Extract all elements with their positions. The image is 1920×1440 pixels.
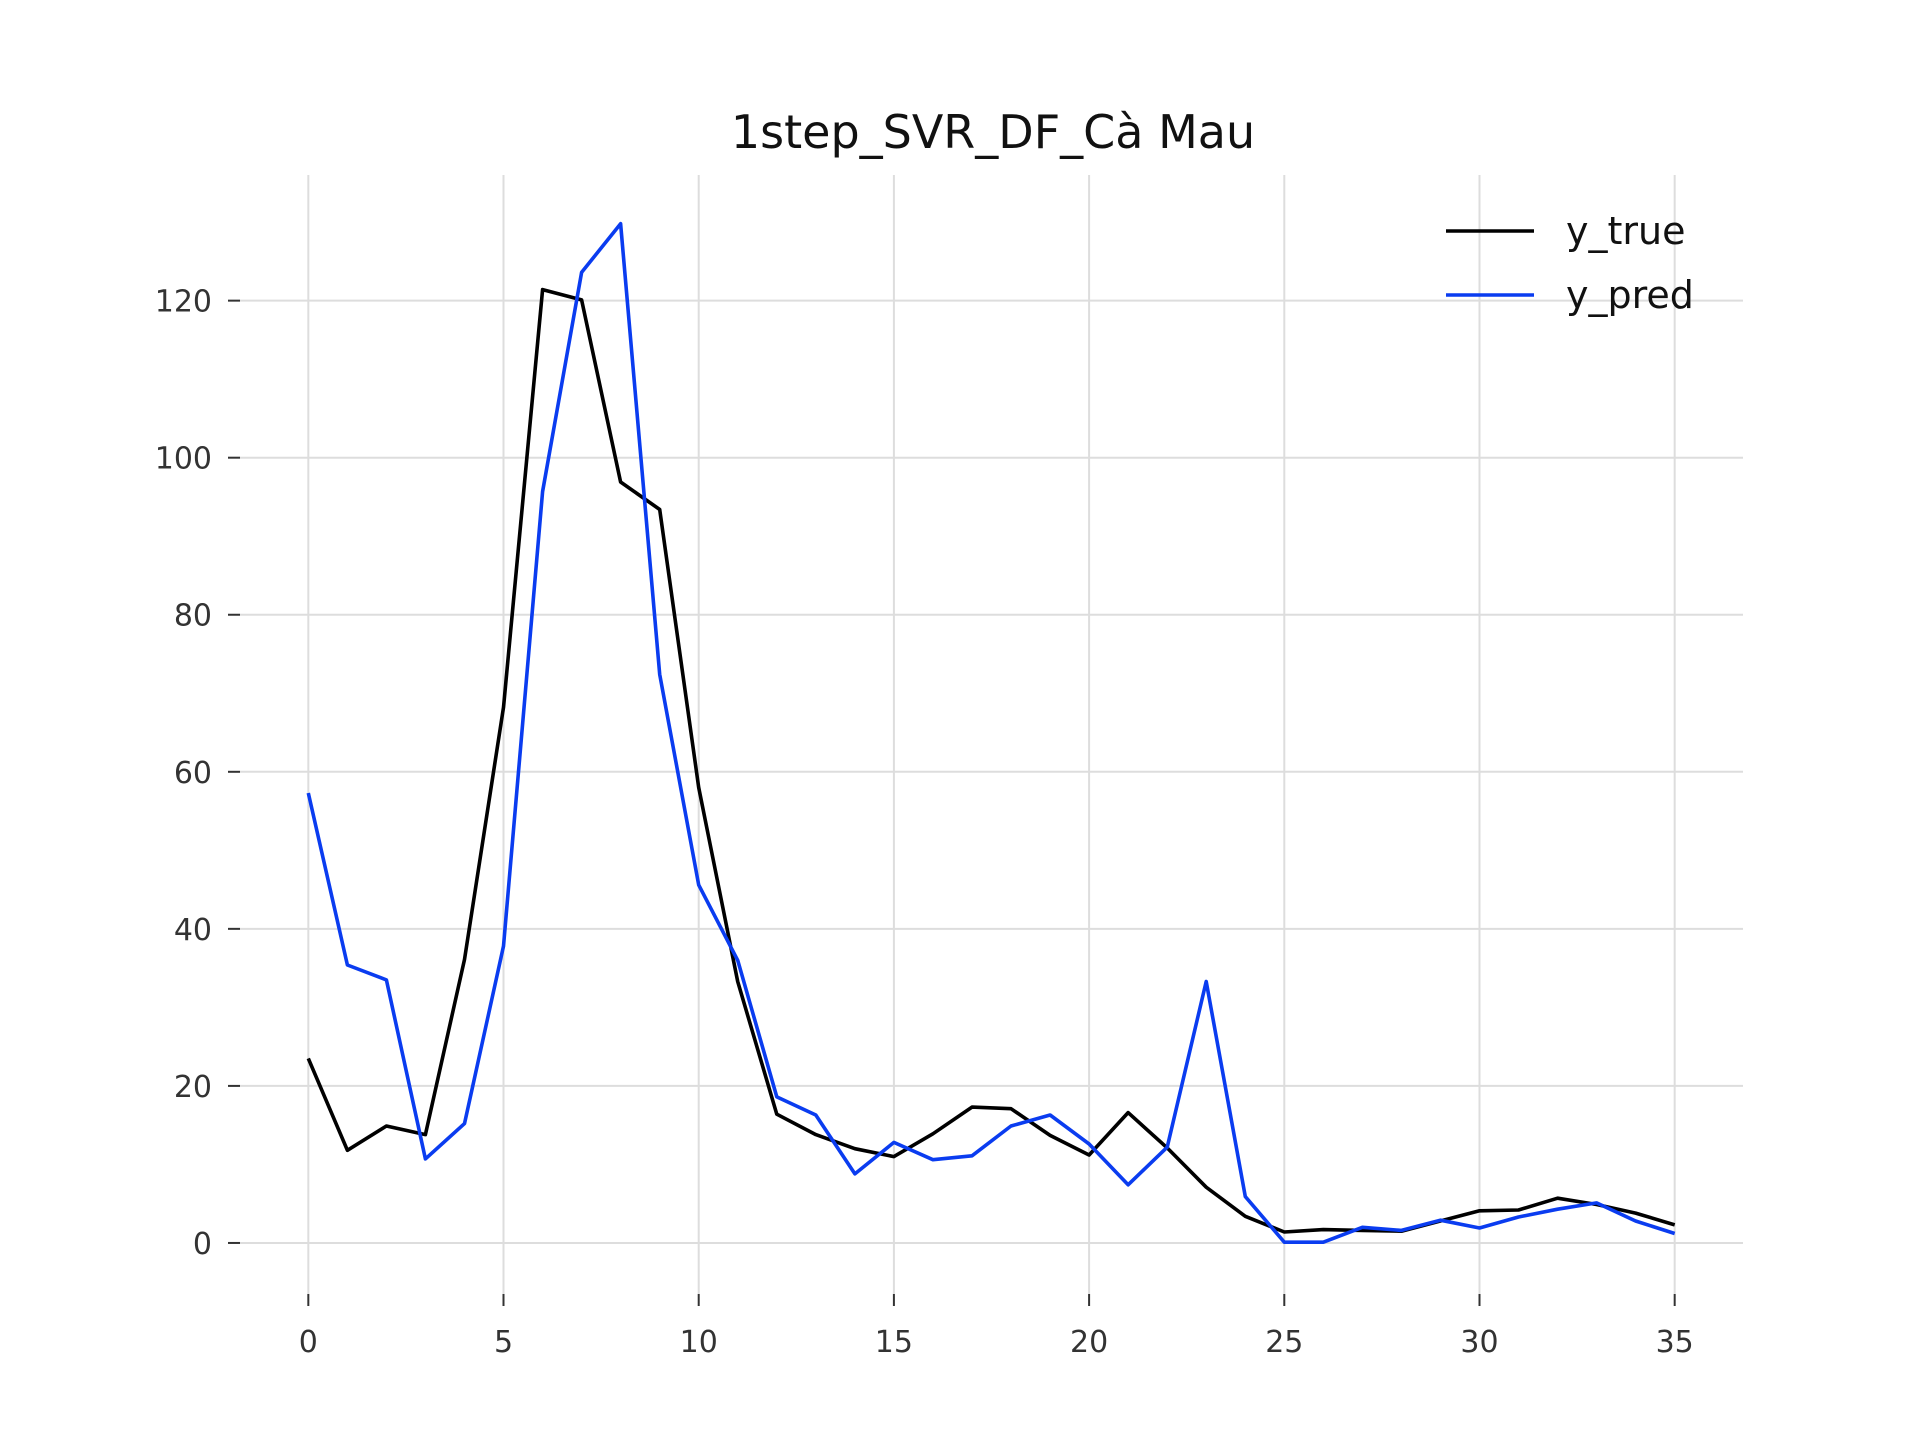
series-line-y-true	[306, 287, 1676, 1234]
chart-title: 1step_SVR_DF_Cà Mau	[731, 105, 1255, 159]
x-tick-label: 30	[1460, 1325, 1498, 1360]
y-tick-label: 120	[155, 285, 212, 320]
legend-label-y-true: y_true	[1566, 209, 1685, 253]
x-tick-label: 15	[875, 1325, 913, 1360]
x-tick-label: 20	[1070, 1325, 1108, 1360]
legend: y_true y_pred	[1446, 209, 1694, 317]
y-tick-label: 20	[174, 1070, 212, 1105]
y-tick-label: 100	[155, 442, 212, 477]
series-lines	[306, 221, 1676, 1244]
y-tick-label: 60	[174, 756, 212, 791]
x-tick-label: 25	[1265, 1325, 1303, 1360]
grid	[240, 175, 1743, 1294]
x-tick-label: 10	[680, 1325, 718, 1360]
x-tick-label: 35	[1656, 1325, 1694, 1360]
x-tick-label: 5	[494, 1325, 513, 1360]
y-tick-label: 80	[174, 599, 212, 634]
legend-label-y-pred: y_pred	[1566, 273, 1694, 317]
y-tick-label: 0	[193, 1227, 212, 1262]
x-tick-label: 0	[299, 1325, 318, 1360]
axis-ticks: 0 5 10 15 20 25 30 35 0 20 40 60 80 100 120	[155, 285, 1694, 1360]
series-line-y-pred	[306, 221, 1676, 1244]
y-tick-label: 40	[174, 913, 212, 948]
